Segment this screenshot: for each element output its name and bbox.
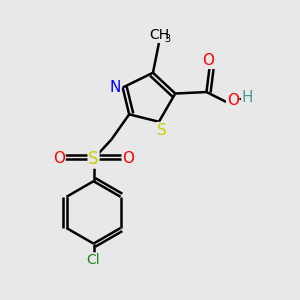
Text: S: S [88, 150, 99, 168]
Text: CH: CH [149, 28, 169, 42]
Text: O: O [202, 53, 214, 68]
Text: 3: 3 [164, 34, 170, 44]
Text: O: O [53, 152, 65, 166]
Text: O: O [226, 93, 238, 108]
Text: N: N [110, 80, 121, 95]
Text: O: O [122, 152, 134, 166]
Text: H: H [242, 90, 253, 105]
Text: S: S [157, 123, 167, 138]
Text: Cl: Cl [87, 253, 100, 267]
